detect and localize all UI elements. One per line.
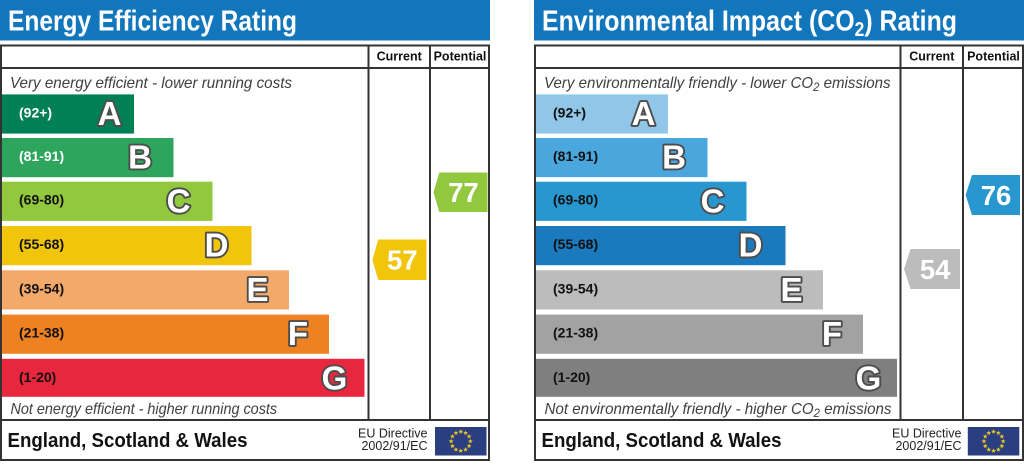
svg-text:(21-38): (21-38) — [19, 325, 64, 341]
svg-text:A: A — [632, 95, 656, 132]
svg-text:C: C — [701, 182, 725, 219]
svg-text:Very environmentally friendly: Very environmentally friendly - lower CO… — [544, 75, 891, 94]
svg-text:EU Directive: EU Directive — [358, 427, 428, 441]
svg-text:(92+): (92+) — [19, 104, 52, 120]
svg-text:2002/91/EC: 2002/91/EC — [895, 439, 961, 453]
svg-text:D: D — [205, 227, 229, 264]
svg-text:EU Directive: EU Directive — [892, 427, 962, 441]
svg-text:(69-80): (69-80) — [19, 192, 64, 208]
svg-text:G: G — [322, 359, 348, 396]
svg-text:(55-68): (55-68) — [19, 236, 64, 252]
svg-text:Not environmentally friendly -: Not environmentally friendly - higher CO… — [545, 401, 892, 420]
svg-text:(1-20): (1-20) — [19, 369, 56, 385]
svg-text:(81-91): (81-91) — [553, 148, 598, 164]
svg-text:(21-38): (21-38) — [553, 325, 598, 341]
svg-text:(81-91): (81-91) — [19, 148, 64, 164]
svg-text:(55-68): (55-68) — [553, 236, 598, 252]
svg-text:B: B — [662, 139, 686, 176]
svg-text:G: G — [856, 359, 882, 396]
svg-text:(69-80): (69-80) — [553, 192, 598, 208]
svg-text:England, Scotland & Wales: England, Scotland & Wales — [542, 430, 782, 452]
svg-text:77: 77 — [448, 177, 479, 208]
svg-text:Very energy efficient - lower: Very energy efficient - lower running co… — [10, 75, 292, 92]
svg-text:D: D — [739, 227, 763, 264]
svg-text:(39-54): (39-54) — [19, 280, 64, 296]
svg-text:Potential: Potential — [434, 50, 487, 64]
svg-text:Not energy efficient - higher: Not energy efficient - higher running co… — [11, 401, 278, 418]
svg-text:E: E — [780, 271, 802, 308]
svg-text:England, Scotland & Wales: England, Scotland & Wales — [8, 430, 248, 452]
svg-text:(39-54): (39-54) — [553, 280, 598, 296]
svg-text:Current: Current — [909, 50, 955, 64]
svg-text:54: 54 — [920, 254, 951, 285]
svg-text:A: A — [98, 95, 122, 132]
svg-text:F: F — [288, 315, 308, 352]
svg-text:2002/91/EC: 2002/91/EC — [361, 439, 427, 453]
svg-text:Current: Current — [377, 50, 423, 64]
svg-text:(92+): (92+) — [553, 104, 586, 120]
svg-text:C: C — [167, 182, 191, 219]
svg-text:Potential: Potential — [967, 50, 1020, 64]
svg-text:F: F — [822, 315, 842, 352]
svg-text:Environmental Impact (CO2) Rat: Environmental Impact (CO2) Rating — [542, 6, 957, 42]
svg-text:57: 57 — [387, 245, 418, 276]
svg-text:(1-20): (1-20) — [553, 369, 590, 385]
svg-text:B: B — [128, 139, 152, 176]
svg-text:E: E — [246, 271, 268, 308]
svg-text:Energy Efficiency Rating: Energy Efficiency Rating — [8, 6, 297, 38]
svg-text:76: 76 — [981, 180, 1012, 211]
